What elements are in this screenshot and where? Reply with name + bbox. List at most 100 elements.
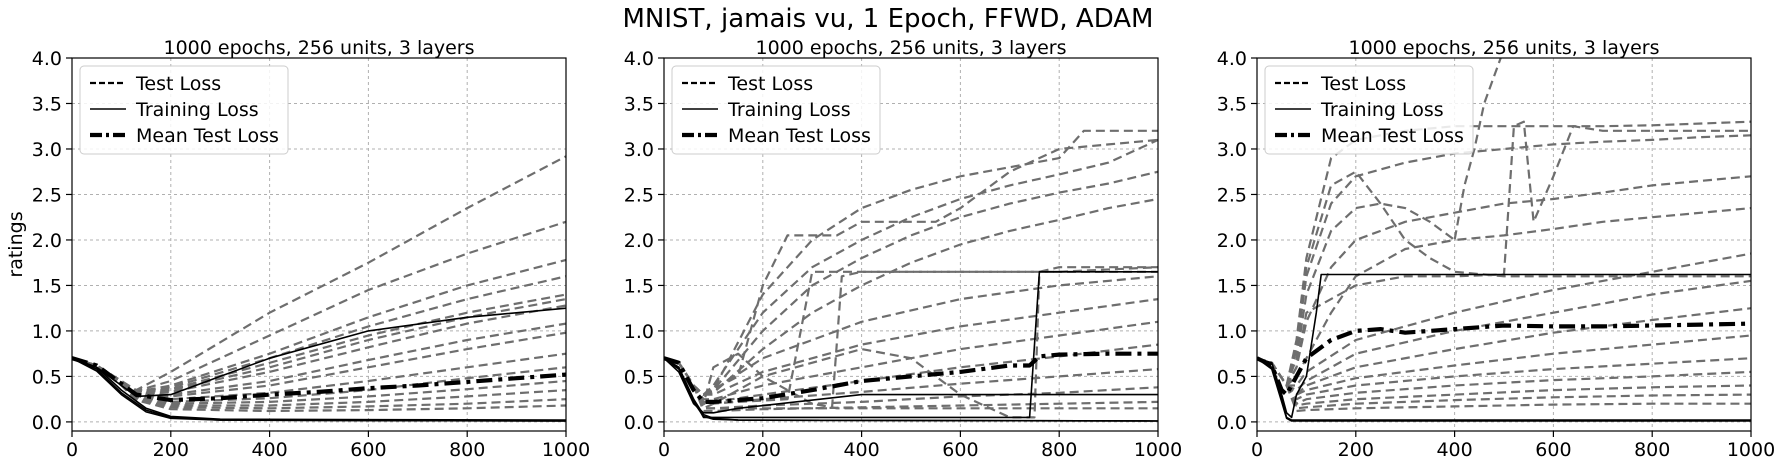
panels: 0 200 400 600 800 1000 0.0 0.5 1.0 1.5 2.0 2.5 3.0 3.… [5, 37, 1775, 461]
x-tick-label: 400 [843, 439, 879, 461]
x-tick-label: 1000 [1134, 439, 1182, 461]
legend-label-training: Training Loss [1320, 99, 1444, 121]
y-tick-label: 0.0 [32, 412, 62, 434]
y-tick-label: 2.0 [1217, 230, 1247, 252]
legend-label-training: Training Loss [135, 99, 259, 121]
panel-2: 0 200 400 600 800 1000 0.0 0.5 1.0 1.5 2.0 2.5 3.0 3.… [624, 37, 1182, 461]
y-tick-label: 1.0 [1217, 321, 1247, 343]
y-tick-label: 3.0 [1217, 139, 1247, 161]
test-loss-line [72, 357, 566, 410]
panel-title: 1000 epochs, 256 units, 3 layers [163, 37, 474, 59]
y-tick-label: 1.0 [32, 321, 62, 343]
x-tick-label: 400 [251, 439, 287, 461]
legend-box [79, 65, 289, 155]
legend-label-training: Training Loss [727, 99, 851, 121]
legend: Test Loss Training Loss Mean Test Loss [671, 65, 881, 155]
test-loss-line [72, 258, 566, 393]
legend-label-test: Test Loss [1320, 73, 1406, 95]
series-group [72, 155, 566, 422]
test-loss-line [1257, 357, 1751, 413]
y-tick-label: 1.5 [1217, 275, 1247, 297]
panel-1: 0 200 400 600 800 1000 0.0 0.5 1.0 1.5 2.0 2.5 3.0 3.… [5, 37, 590, 461]
x-tick-label: 800 [1634, 439, 1670, 461]
legend-label-test: Test Loss [135, 73, 221, 95]
x-tick-label: 0 [66, 439, 78, 461]
test-loss-line [72, 155, 566, 392]
y-tick-label: 3.0 [624, 139, 654, 161]
test-loss-line [664, 352, 1158, 410]
y-tick-label: 0.5 [624, 366, 654, 388]
y-tick-label: 3.5 [32, 93, 62, 115]
y-tick-label: 3.5 [624, 93, 654, 115]
legend-box [671, 65, 881, 155]
test-loss-line [1257, 120, 1751, 387]
series-group [1257, 58, 1751, 422]
mean-loss-line [72, 356, 566, 403]
test-loss-line [1257, 334, 1751, 396]
test-loss-line [1257, 120, 1751, 387]
test-loss-line [1257, 357, 1751, 405]
panel-3: 0 200 400 600 800 1000 0.0 0.5 1.0 1.5 2.0 2.5 3.0 3.… [1217, 37, 1775, 461]
x-tick-label: 200 [1338, 439, 1374, 461]
training-loss-line [1257, 357, 1751, 421]
test-loss-line [664, 357, 1158, 405]
legend-label-mean: Mean Test Loss [728, 125, 871, 147]
legend-label-test: Test Loss [727, 73, 813, 95]
y-tick-label: 0.0 [624, 412, 654, 434]
y-tick-label: 2.5 [1217, 184, 1247, 206]
x-tick-label: 600 [942, 439, 978, 461]
test-loss-line [664, 197, 1158, 396]
y-tick-label: 4.0 [624, 48, 654, 70]
panel-title: 1000 epochs, 256 units, 3 layers [755, 37, 1066, 59]
test-loss-line [664, 357, 1158, 413]
legend-label-mean: Mean Test Loss [136, 125, 279, 147]
y-tick-label: 2.5 [624, 184, 654, 206]
training-loss-line [664, 357, 1158, 414]
test-loss-line [1257, 202, 1751, 387]
training-loss-line [664, 270, 1158, 419]
training-loss-line [72, 357, 566, 422]
test-loss-line [72, 220, 566, 393]
figure-suptitle: MNIST, jamais vu, 1 Epoch, FFWD, ADAM [623, 4, 1154, 34]
legend-box [1264, 65, 1474, 155]
y-tick-label: 1.5 [624, 275, 654, 297]
mean-loss-line [664, 351, 1158, 404]
y-tick-label: 4.0 [32, 48, 62, 70]
y-tick-label: 0.0 [1217, 412, 1247, 434]
y-tick-label: 3.0 [32, 139, 62, 161]
axes-frame [71, 57, 567, 432]
y-tick-label: 2.0 [32, 230, 62, 252]
x-tick-label: 400 [1436, 439, 1472, 461]
x-tick-label: 1000 [542, 439, 590, 461]
mean-loss-line [1257, 321, 1751, 397]
axes-frame [1256, 57, 1752, 432]
legend: Test Loss Training Loss Mean Test Loss [79, 65, 289, 155]
training-loss-line [72, 307, 566, 398]
x-tick-label: 800 [449, 439, 485, 461]
y-tick-label: 3.5 [1217, 93, 1247, 115]
y-tick-label: 1.5 [32, 275, 62, 297]
x-tick-label: 200 [745, 439, 781, 461]
test-loss-line [1257, 175, 1751, 387]
test-loss-line [1257, 134, 1751, 387]
x-tick-label: 0 [658, 439, 670, 461]
test-loss-line [1257, 307, 1751, 396]
panel-title: 1000 epochs, 256 units, 3 layers [1348, 37, 1659, 59]
y-tick-label: 2.5 [32, 184, 62, 206]
y-tick-label: 1.0 [624, 321, 654, 343]
test-loss-line [1257, 58, 1502, 387]
test-loss-line [72, 275, 566, 393]
training-loss-line [1257, 357, 1751, 422]
y-axis-label: ratings [5, 211, 27, 277]
training-loss-line [72, 357, 566, 421]
y-tick-label: 0.5 [1217, 366, 1247, 388]
axes-frame [663, 57, 1159, 432]
x-tick-label: 0 [1251, 439, 1263, 461]
y-tick-label: 0.5 [32, 366, 62, 388]
y-tick-label: 2.0 [624, 230, 654, 252]
test-loss-line [664, 298, 1158, 396]
x-tick-label: 600 [350, 439, 386, 461]
series-group [664, 129, 1158, 422]
x-tick-label: 800 [1041, 439, 1077, 461]
